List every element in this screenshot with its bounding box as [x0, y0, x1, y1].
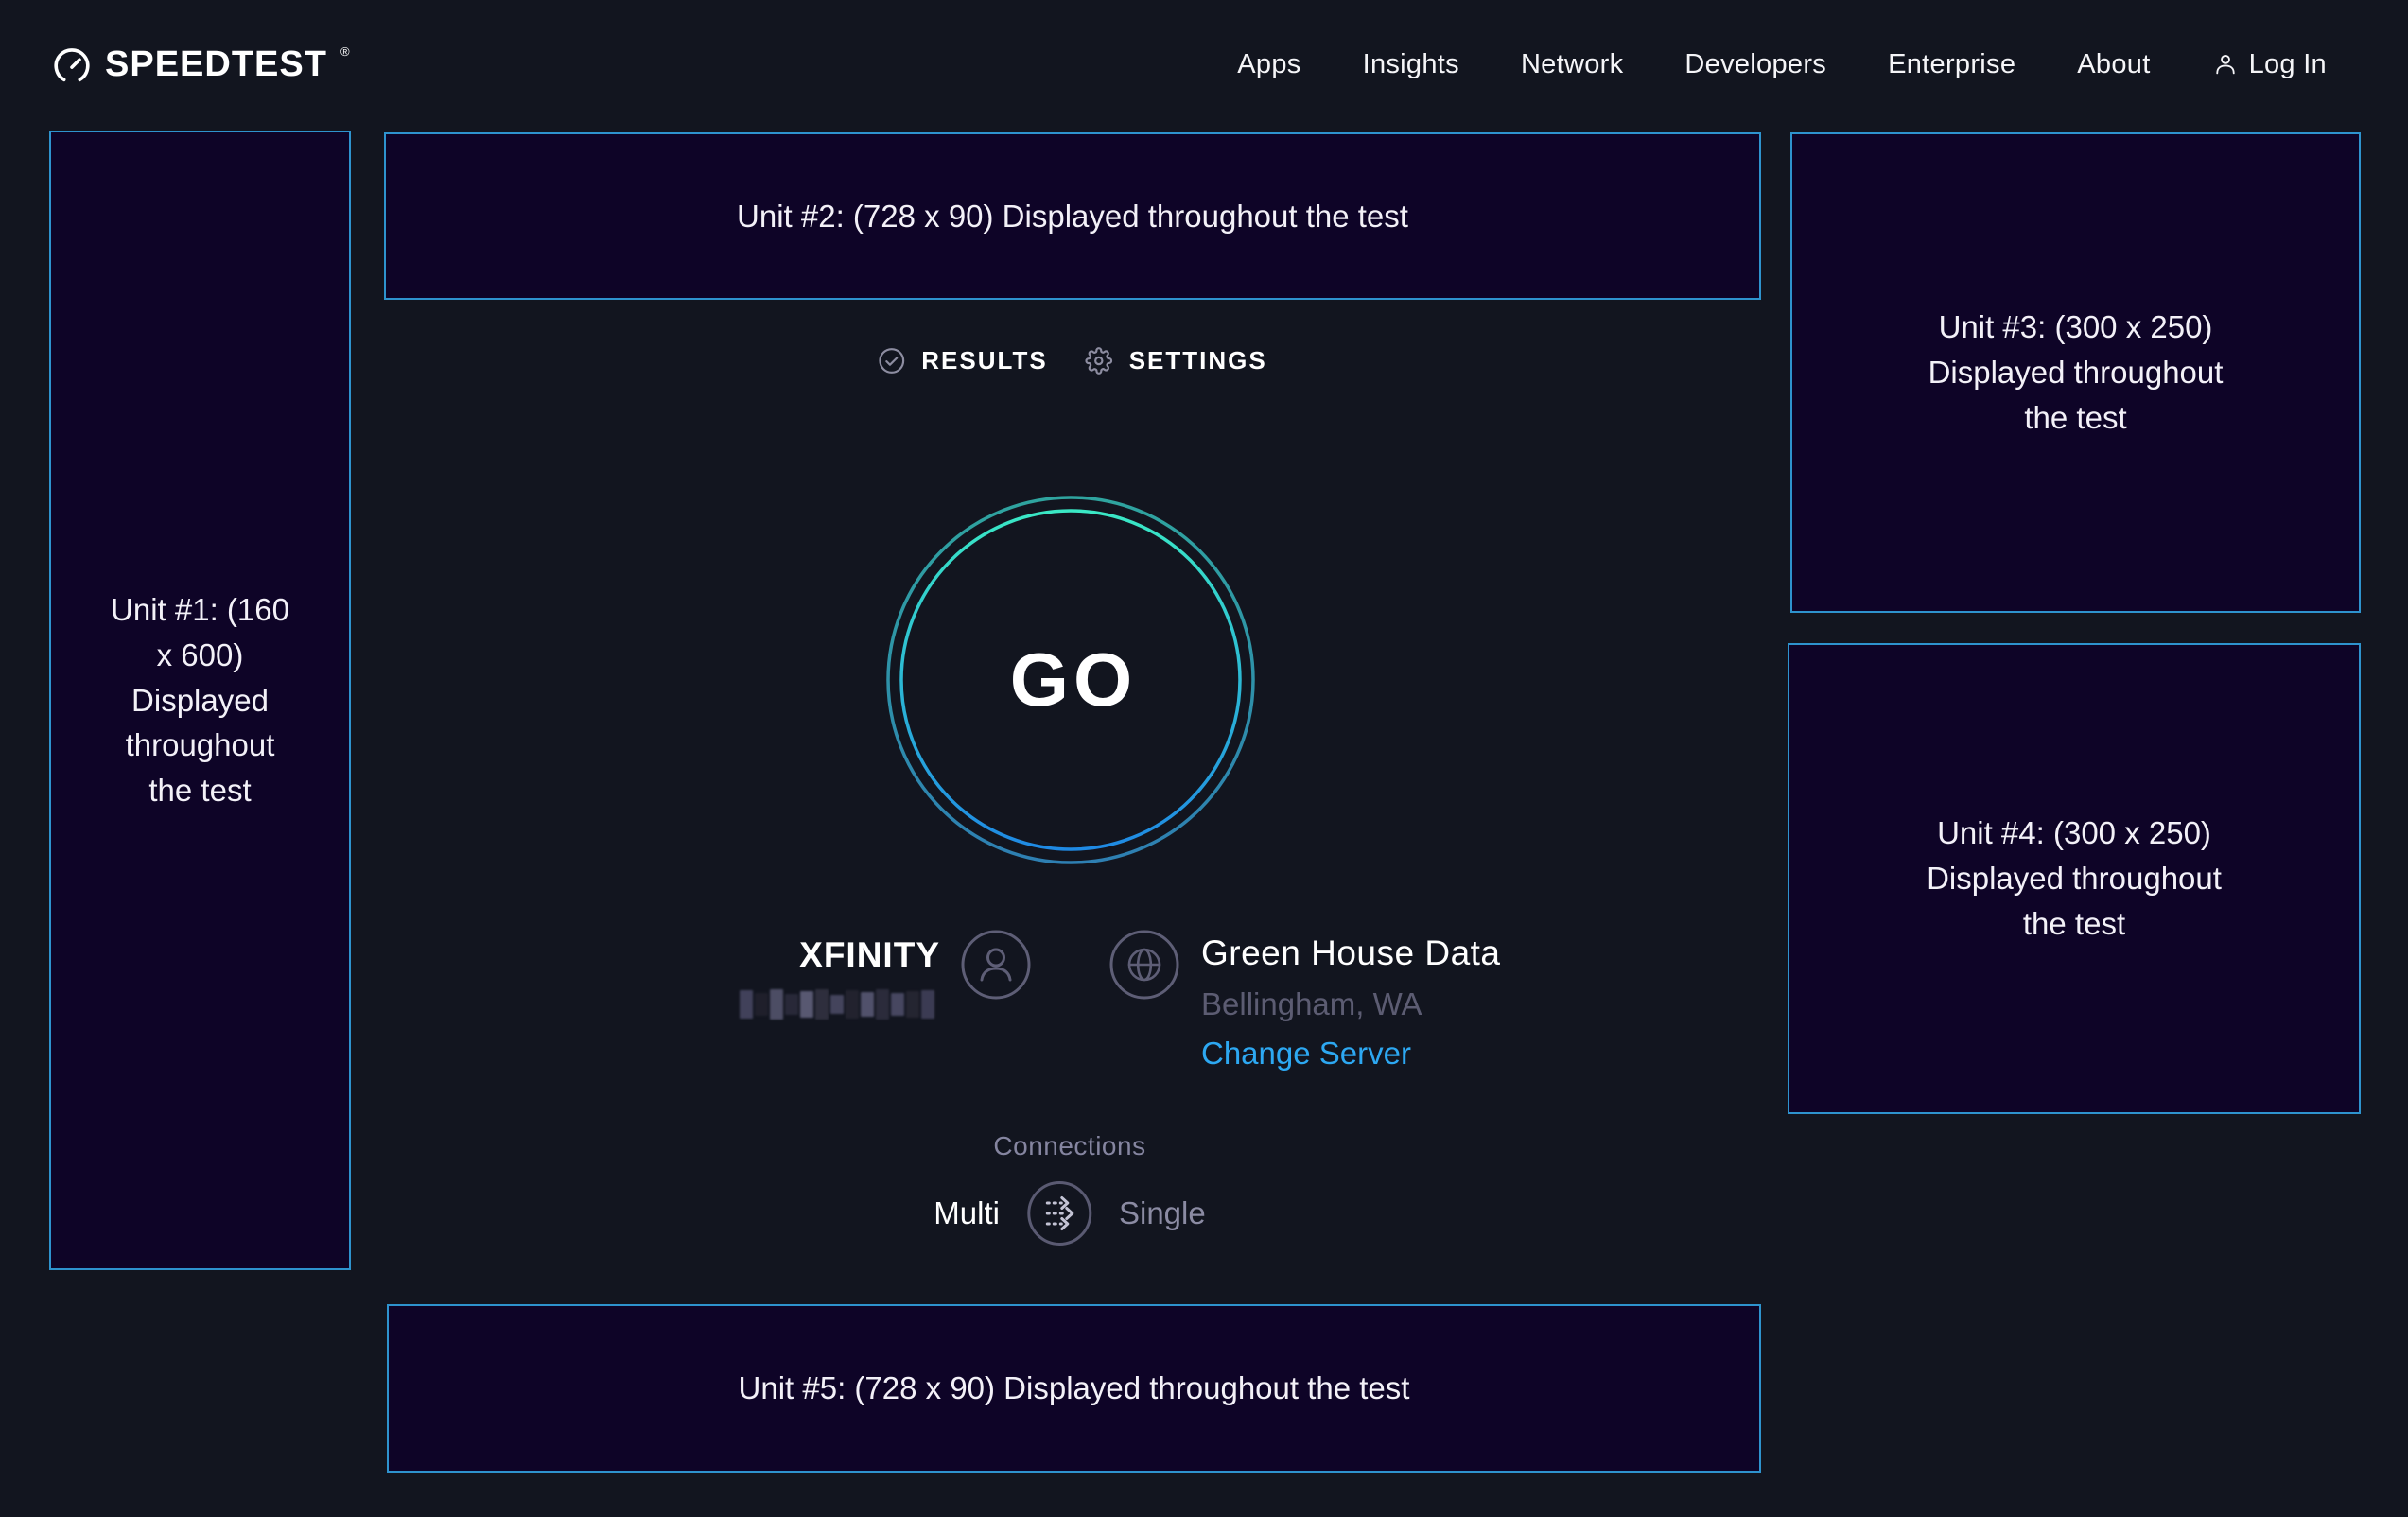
go-button-rings — [886, 496, 1255, 864]
nav-item-apps[interactable]: Apps — [1237, 48, 1301, 79]
connections-label: Connections — [993, 1131, 1146, 1160]
tab-settings[interactable]: SETTINGS — [1085, 346, 1267, 375]
speedometer-icon — [54, 48, 90, 82]
server-name: Green House Data — [1201, 933, 1501, 972]
isp-texts: XFINITY — [740, 935, 940, 1020]
isp-name: XFINITY — [799, 935, 940, 974]
server-info: Green House Data Bellingham, WA Change S… — [1108, 929, 1501, 1072]
ad-unit-1-text: Unit #1: (160 x 600) Displayed throughou… — [111, 591, 289, 809]
gear-icon — [1085, 347, 1113, 375]
connection-mode-row: Multi Single — [934, 1179, 1206, 1247]
brand-name: SPEEDTEST — [105, 44, 327, 84]
ad-unit-5[interactable]: Unit #5: (728 x 90) Displayed throughout… — [387, 1304, 1761, 1473]
connection-mode-toggle[interactable] — [1025, 1179, 1093, 1247]
isp-info: XFINITY — [740, 929, 1032, 1020]
user-icon — [2215, 54, 2235, 75]
tab-settings-label: SETTINGS — [1128, 346, 1267, 375]
server-location: Bellingham, WA — [1201, 986, 1422, 1021]
connection-mode-multi[interactable]: Multi — [934, 1195, 1000, 1230]
nav-item-insights[interactable]: Insights — [1362, 48, 1459, 79]
tab-results-label: RESULTS — [921, 346, 1048, 375]
login-label: Log In — [2248, 48, 2327, 79]
change-server-link[interactable]: Change Server — [1201, 1036, 1411, 1071]
redacted-ip-address — [740, 989, 940, 1020]
ad-unit-1[interactable]: Unit #1: (160 x 600) Displayed throughou… — [49, 131, 351, 1270]
ad-unit-3[interactable]: Unit #3: (300 x 250) Displayed throughou… — [1790, 132, 2361, 613]
connections-section: Connections Multi Single — [934, 1131, 1206, 1247]
tab-results[interactable]: RESULTS — [878, 346, 1047, 375]
ad-unit-4-text: Unit #4: (300 x 250) Displayed throughou… — [1927, 815, 2222, 941]
check-circle-icon — [879, 348, 905, 374]
ad-unit-5-text: Unit #5: (728 x 90) Displayed throughout… — [738, 1370, 1410, 1406]
main-nav: Apps Insights Network Developers Enterpr… — [1237, 49, 2327, 80]
nav-item-network[interactable]: Network — [1520, 48, 1624, 79]
go-button-label: GO — [1009, 637, 1138, 722]
server-texts: Green House Data Bellingham, WA Change S… — [1201, 933, 1501, 1072]
go-button[interactable]: GO — [872, 481, 1269, 879]
ad-unit-2-text: Unit #2: (728 x 90) Displayed throughout… — [737, 198, 1408, 234]
results-settings-tabs: RESULTS SETTINGS — [878, 346, 1266, 375]
globe-icon — [1109, 930, 1179, 1000]
ad-unit-2[interactable]: Unit #2: (728 x 90) Displayed throughout… — [384, 132, 1761, 300]
top-nav-bar: SPEEDTEST ® Apps Insights Network Develo… — [0, 0, 2408, 129]
nav-item-enterprise[interactable]: Enterprise — [1888, 48, 2016, 79]
brand-trademark: ® — [340, 44, 350, 59]
nav-item-about[interactable]: About — [2077, 48, 2151, 79]
ad-unit-4[interactable]: Unit #4: (300 x 250) Displayed throughou… — [1788, 643, 2361, 1114]
connection-mode-single[interactable]: Single — [1118, 1195, 1206, 1230]
ad-unit-3-text: Unit #3: (300 x 250) Displayed throughou… — [1928, 309, 2224, 435]
login-link[interactable]: Log In — [2212, 49, 2327, 80]
isp-user-icon — [961, 930, 1031, 1000]
nav-item-developers[interactable]: Developers — [1684, 48, 1827, 79]
multi-connection-arrows-icon — [1026, 1181, 1091, 1246]
brand-logo[interactable]: SPEEDTEST ® — [52, 44, 350, 85]
